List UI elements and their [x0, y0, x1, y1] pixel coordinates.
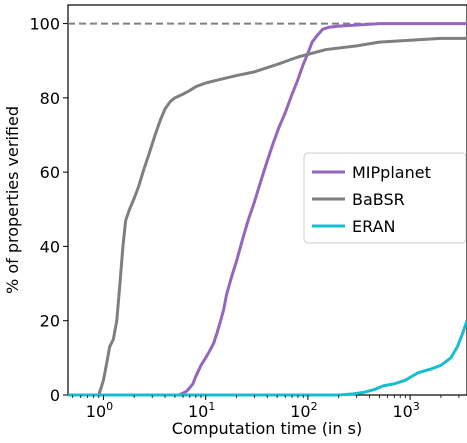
y-axis-ticks: 0 20 40 60 80 100 [29, 15, 68, 405]
y-tick-label: 0 [50, 386, 60, 405]
x-axis-ticks: 100 101 102 103 [72, 395, 460, 421]
legend: MIPplanet BaBSR ERAN [303, 152, 467, 244]
x-axis-label: Computation time (in s) [172, 419, 362, 438]
series-line-mipplanet [68, 22, 467, 397]
legend-label-eran: ERAN [352, 217, 396, 236]
series-line-babsr [68, 36, 467, 397]
x-tick-label: 101 [188, 400, 215, 421]
legend-box [303, 152, 467, 244]
y-tick-label: 100 [29, 15, 60, 34]
x-tick-label: 102 [290, 400, 317, 421]
x-tick-label: 100 [86, 400, 113, 421]
x-tick-label: 103 [392, 400, 419, 421]
plot-area: 100 101 102 103 0 20 40 60 80 100 [29, 4, 467, 421]
legend-label-babsr: BaBSR [352, 190, 405, 209]
legend-label-mipplanet: MIPplanet [352, 163, 431, 182]
y-tick-label: 60 [40, 163, 60, 182]
series-line-eran [68, 320, 467, 397]
y-tick-label: 40 [40, 237, 60, 256]
y-tick-label: 20 [40, 312, 60, 331]
series-lines [68, 22, 467, 397]
y-tick-label: 80 [40, 89, 60, 108]
y-axis-label: % of properties verified [3, 106, 22, 294]
